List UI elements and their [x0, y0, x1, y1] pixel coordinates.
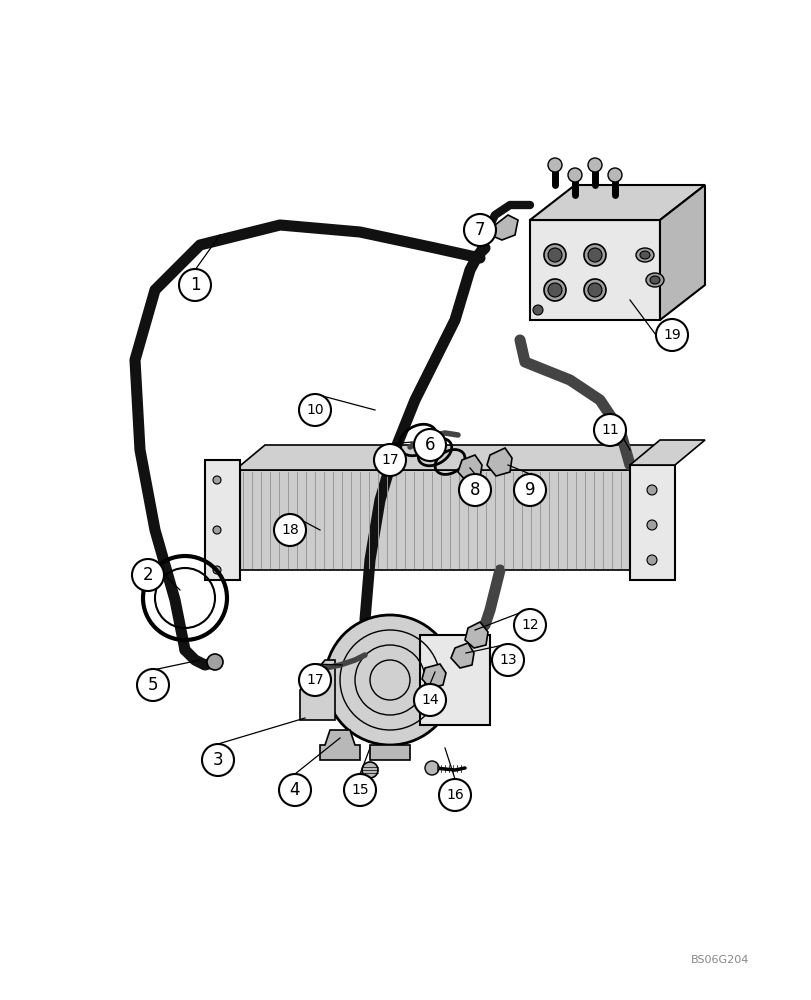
Circle shape [587, 283, 601, 297]
Polygon shape [487, 448, 512, 476]
Circle shape [414, 684, 445, 716]
Circle shape [202, 744, 234, 776]
Text: 3: 3 [212, 751, 223, 769]
Text: 17: 17 [306, 673, 324, 687]
Polygon shape [204, 460, 240, 580]
Text: 17: 17 [380, 453, 398, 467]
Circle shape [279, 774, 311, 806]
Polygon shape [457, 455, 482, 482]
Circle shape [207, 654, 223, 670]
Circle shape [212, 526, 221, 534]
Circle shape [212, 476, 221, 484]
Polygon shape [419, 635, 489, 725]
Polygon shape [629, 465, 674, 580]
Circle shape [362, 762, 378, 778]
Polygon shape [234, 470, 629, 570]
Polygon shape [422, 664, 445, 688]
Circle shape [543, 279, 565, 301]
Text: 5: 5 [148, 676, 158, 694]
Circle shape [568, 168, 581, 182]
Ellipse shape [635, 248, 653, 262]
Circle shape [646, 555, 656, 565]
Text: 12: 12 [521, 618, 539, 632]
Text: 19: 19 [663, 328, 680, 342]
Circle shape [543, 244, 565, 266]
Polygon shape [299, 660, 335, 720]
Ellipse shape [649, 276, 659, 284]
Polygon shape [234, 445, 659, 470]
Text: 13: 13 [499, 653, 516, 667]
Circle shape [583, 244, 605, 266]
Text: 7: 7 [474, 221, 485, 239]
Text: 9: 9 [524, 481, 534, 499]
Ellipse shape [639, 251, 649, 259]
Polygon shape [659, 185, 704, 320]
Text: 14: 14 [421, 693, 438, 707]
Text: 16: 16 [445, 788, 463, 802]
Circle shape [344, 774, 375, 806]
Circle shape [463, 214, 496, 246]
Circle shape [547, 248, 561, 262]
Circle shape [178, 269, 211, 301]
Polygon shape [465, 622, 487, 648]
Text: BS06G204: BS06G204 [690, 955, 749, 965]
Text: 2: 2 [143, 566, 153, 584]
Circle shape [587, 158, 601, 172]
Circle shape [212, 566, 221, 574]
Circle shape [513, 609, 545, 641]
Circle shape [513, 474, 545, 506]
Circle shape [374, 444, 406, 476]
Text: 11: 11 [600, 423, 618, 437]
Circle shape [607, 168, 621, 182]
Polygon shape [530, 185, 704, 220]
Circle shape [646, 520, 656, 530]
Circle shape [583, 279, 605, 301]
Text: 15: 15 [350, 783, 368, 797]
Polygon shape [530, 220, 659, 320]
Polygon shape [629, 440, 704, 465]
Circle shape [458, 474, 491, 506]
Circle shape [547, 283, 561, 297]
Polygon shape [370, 745, 410, 760]
Circle shape [491, 644, 523, 676]
Polygon shape [450, 643, 474, 668]
Circle shape [547, 158, 561, 172]
Circle shape [587, 248, 601, 262]
Polygon shape [489, 215, 517, 240]
Circle shape [298, 664, 331, 696]
Text: 1: 1 [190, 276, 200, 294]
Circle shape [298, 394, 331, 426]
Text: 6: 6 [424, 436, 435, 454]
Text: 4: 4 [290, 781, 300, 799]
Circle shape [132, 559, 164, 591]
Circle shape [414, 429, 445, 461]
Circle shape [646, 485, 656, 495]
Text: 18: 18 [281, 523, 298, 537]
Text: 10: 10 [306, 403, 324, 417]
Polygon shape [320, 730, 359, 760]
Circle shape [532, 305, 543, 315]
Circle shape [273, 514, 306, 546]
Text: 8: 8 [470, 481, 479, 499]
Ellipse shape [646, 273, 663, 287]
Circle shape [137, 669, 169, 701]
Circle shape [424, 761, 439, 775]
Circle shape [594, 414, 625, 446]
Circle shape [324, 615, 454, 745]
Circle shape [439, 779, 470, 811]
Circle shape [655, 319, 687, 351]
